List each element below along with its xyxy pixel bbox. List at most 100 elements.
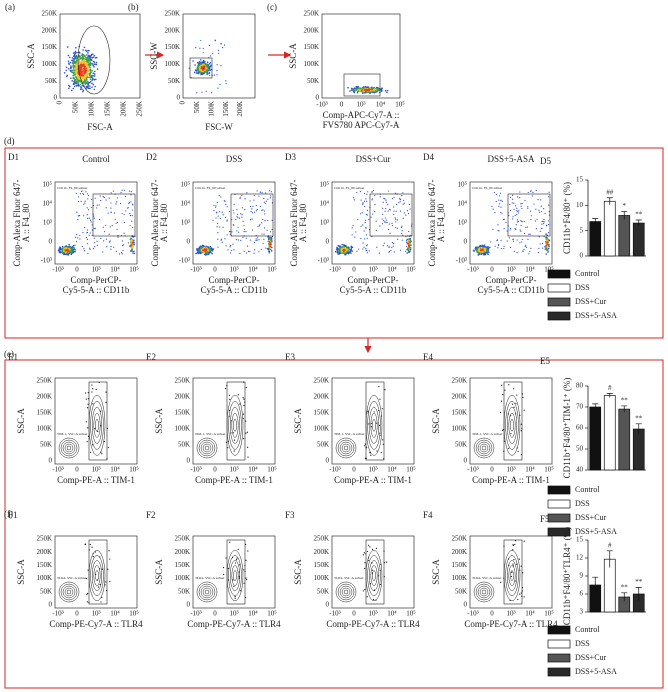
legend-label: DSS+5-ASA: [575, 527, 617, 536]
density-dot: [500, 247, 503, 250]
density-dot: [93, 78, 96, 81]
density-dot: [219, 83, 221, 86]
density-dot: [523, 540, 525, 542]
density-dot: [382, 443, 384, 445]
density-dot: [88, 85, 91, 87]
density-dot: [79, 88, 82, 91]
density-dot: [541, 227, 543, 230]
density-dot: [255, 210, 258, 212]
density-dot: [72, 55, 75, 57]
density-dot: [406, 238, 409, 241]
density-dot: [87, 427, 89, 429]
density-dot: [490, 241, 492, 243]
density-dot: [85, 70, 88, 72]
density-dot: [245, 237, 247, 239]
y-tick-label: 250K: [313, 377, 329, 385]
gate: [88, 381, 108, 461]
density-dot: [481, 249, 484, 252]
density-dot: [546, 239, 549, 242]
density-dot: [407, 212, 410, 215]
density-dot: [110, 248, 112, 250]
density-dot: [258, 251, 260, 253]
density-dot: [262, 242, 264, 245]
contour: [368, 406, 380, 444]
density-dot: [516, 447, 518, 449]
density-dot: [76, 240, 78, 243]
density-dot: [408, 251, 410, 254]
y-tick-label: 50K: [455, 587, 467, 595]
density-dot: [224, 216, 227, 218]
density-dot: [539, 230, 541, 232]
density-dot: [215, 206, 217, 208]
y-tick-label: 250K: [164, 10, 180, 18]
density-dot: [519, 569, 521, 571]
density-dot: [93, 217, 95, 219]
density-dot: [512, 544, 514, 546]
density-dot: [371, 90, 374, 93]
density-dot: [221, 241, 223, 243]
density-dot: [521, 238, 523, 241]
density-dot: [67, 54, 70, 57]
density-dot: [399, 210, 402, 212]
density-dot: [263, 233, 265, 235]
density-dot: [245, 579, 248, 581]
x-tick-label: 10⁴: [248, 466, 258, 474]
density-dot: [111, 225, 113, 227]
density-dot: [522, 396, 524, 399]
density-dot: [94, 428, 96, 430]
density-dot: [133, 243, 135, 246]
density-dot: [196, 247, 198, 250]
legend-swatch: [547, 513, 571, 523]
density-dot: [119, 202, 122, 205]
density-dot: [200, 70, 203, 72]
density-dot: [368, 88, 370, 91]
density-dot: [393, 251, 395, 253]
x-axis-label: Comp-PerCP-: [70, 275, 121, 285]
density-dot: [210, 247, 213, 249]
density-dot: [260, 222, 263, 224]
density-dot: [262, 209, 264, 211]
density-dot: [264, 220, 266, 222]
density-dot: [254, 249, 256, 251]
density-dot: [97, 586, 100, 588]
density-dot: [517, 210, 519, 213]
density-dot: [341, 243, 343, 246]
density-dot: [96, 240, 98, 242]
density-dot: [384, 221, 386, 223]
density-dot: [346, 248, 349, 251]
density-dot: [197, 66, 199, 68]
density-dot: [345, 248, 348, 251]
density-dot: [501, 429, 504, 431]
plot-frame: [54, 181, 138, 265]
x-tick-label: 10⁵: [129, 266, 139, 274]
density-dot: [269, 246, 272, 249]
density-dot: [96, 207, 98, 209]
y-axis-label: Comp-Alexa Fluor 647-: [427, 180, 437, 267]
density-dot: [91, 224, 93, 226]
y-tick-label: 250K: [36, 535, 52, 543]
density-dot: [523, 596, 525, 598]
density-dot: [112, 190, 115, 192]
density-dot: [100, 237, 102, 239]
density-dot: [87, 82, 90, 84]
y-tick-label: 50K: [307, 77, 319, 85]
legend-label: DSS+Cur: [575, 653, 607, 662]
density-dot: [516, 207, 518, 209]
density-dot: [115, 222, 117, 224]
density-dot: [383, 220, 385, 222]
density-dot: [198, 247, 201, 250]
density-dot: [527, 206, 529, 208]
gate-label: TLR4, SSC-A subset: [472, 576, 501, 581]
density-dot: [107, 212, 109, 214]
density-dot: [251, 218, 253, 220]
contour: [335, 581, 357, 603]
contour: [477, 585, 491, 599]
density-dot: [245, 577, 247, 579]
density-dot: [86, 214, 88, 216]
density-dot: [506, 230, 508, 232]
density-dot: [201, 244, 204, 247]
density-dot: [385, 219, 387, 221]
x-tick-label: 10⁵: [267, 610, 277, 618]
density-dot: [351, 246, 354, 249]
density-dot: [83, 79, 86, 81]
